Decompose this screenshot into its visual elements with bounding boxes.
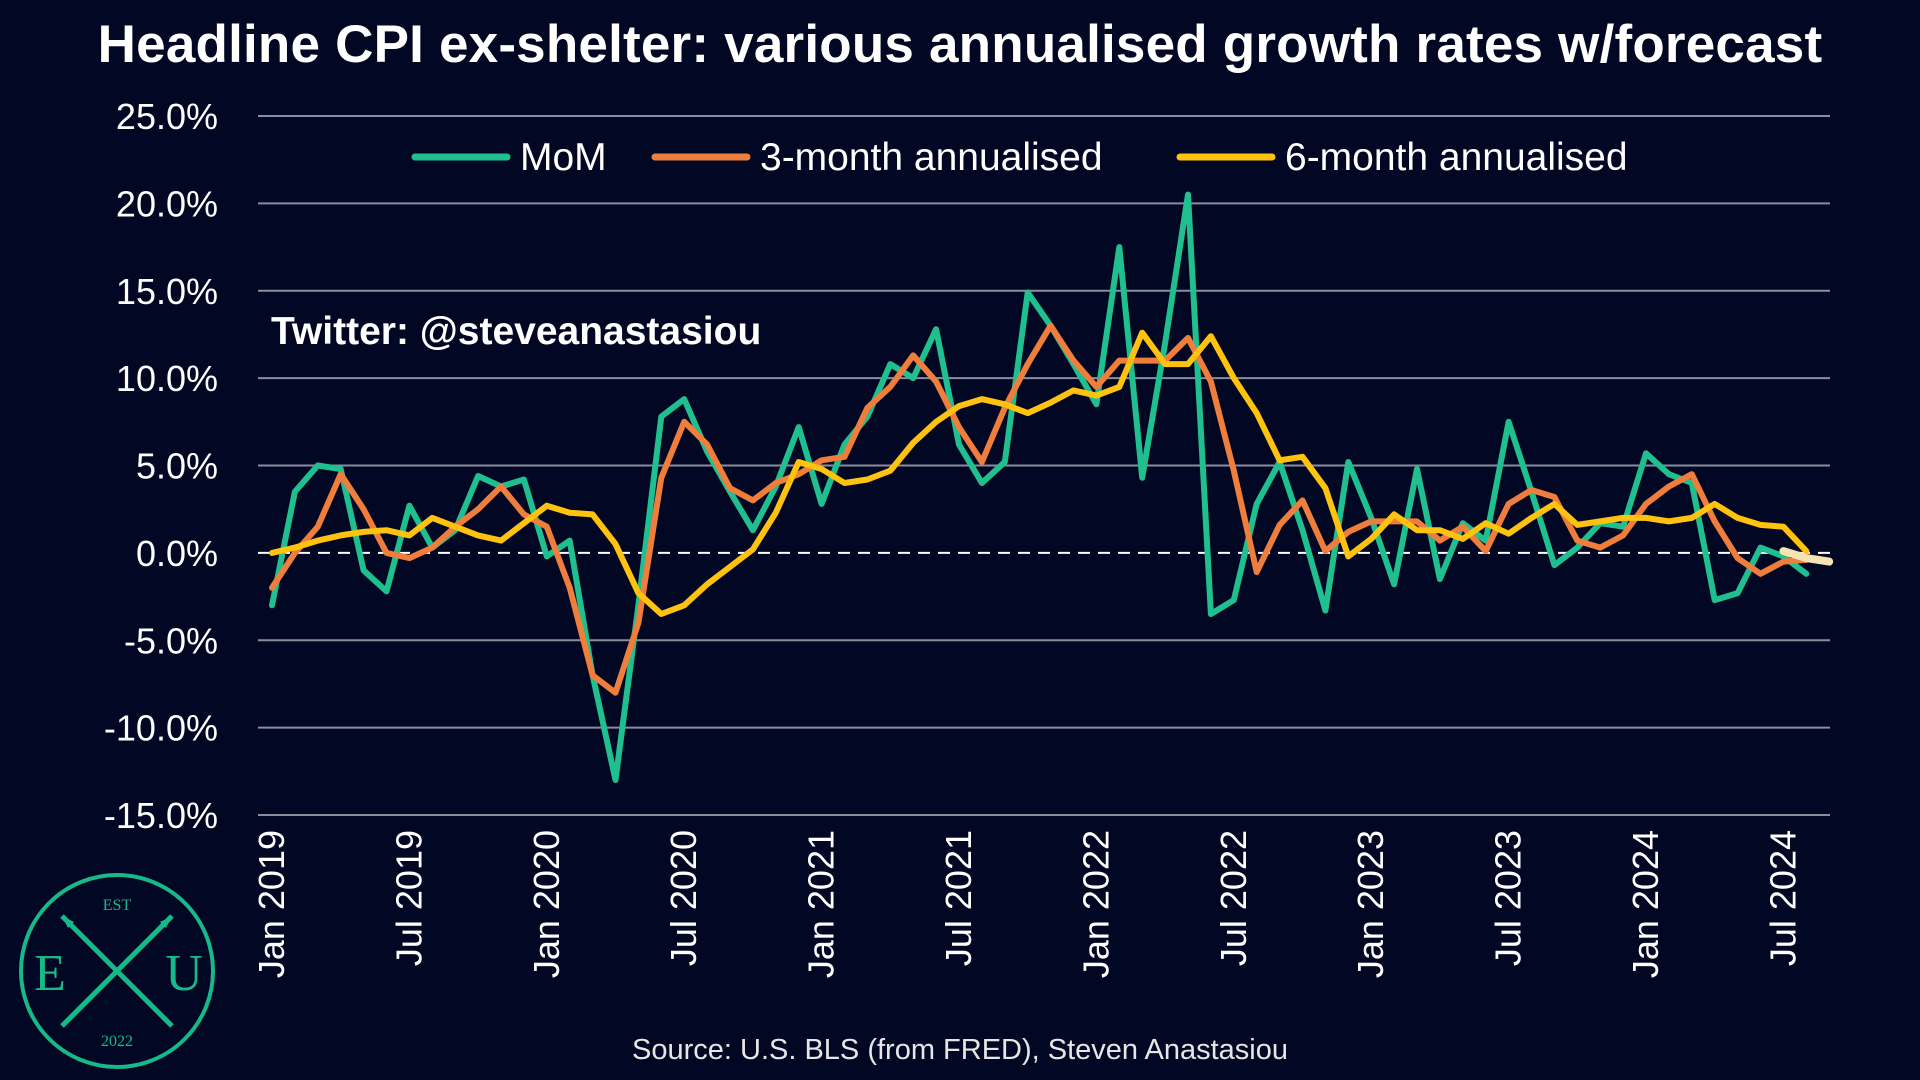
- x-axis-ticks: Jan 2019 Jul 2019 Jan 2020 Jul 2020 Jan 2021…: [251, 830, 1803, 978]
- y-tick-label: 10.0%: [116, 358, 218, 399]
- logo-year: 2022: [101, 1033, 133, 1050]
- legend-label-m6: 6-month annualised: [1285, 136, 1628, 179]
- y-tick-label: 25.0%: [116, 96, 218, 137]
- logo-letter-e: E: [34, 945, 66, 1002]
- x-tick-label: Jul 2021: [938, 830, 979, 966]
- series-line-mom: [269, 191, 1810, 783]
- y-tick-label: -10.0%: [104, 708, 218, 749]
- series-layer: [269, 191, 1834, 783]
- x-tick-label: Jan 2020: [526, 830, 567, 978]
- source-note: Source: U.S. BLS (from FRED), Steven Ana…: [632, 1034, 1288, 1066]
- chart-title: Headline CPI ex-shelter: various annuali…: [97, 15, 1823, 74]
- y-tick-label: 15.0%: [116, 271, 218, 312]
- x-tick-label: Jan 2023: [1350, 830, 1391, 978]
- exu-logo: EST E U 2022: [19, 873, 215, 1069]
- x-tick-label: Jan 2019: [251, 830, 292, 978]
- legend-label-mom: MoM: [520, 136, 607, 179]
- logo-est: EST: [103, 897, 132, 914]
- x-tick-label: Jan 2024: [1625, 830, 1666, 978]
- y-tick-label: 20.0%: [116, 183, 218, 224]
- x-tick-label: Jul 2024: [1762, 830, 1803, 966]
- twitter-handle: Twitter: @steveanastasiou: [271, 310, 762, 353]
- legend-label-m3: 3-month annualised: [760, 136, 1103, 179]
- legend: MoM 3-month annualised 6-month annualised: [411, 136, 1628, 179]
- x-tick-label: Jul 2020: [663, 830, 704, 966]
- y-tick-label: -5.0%: [124, 620, 218, 661]
- series-line-m3: [269, 322, 1810, 696]
- x-tick-label: Jul 2019: [388, 830, 429, 966]
- y-axis-ticks: 25.0% 20.0% 15.0% 10.0% 5.0% 0.0% -5.0% -10.0% -…: [104, 96, 218, 836]
- logo-letter-u: U: [165, 945, 203, 1002]
- x-tick-label: Jan 2022: [1075, 830, 1116, 978]
- y-tick-label: -15.0%: [104, 795, 218, 836]
- grid-layer: [258, 115, 1830, 816]
- x-tick-label: Jan 2021: [801, 830, 842, 978]
- series-line-m6: [269, 329, 1810, 617]
- x-tick-label: Jul 2023: [1488, 830, 1529, 966]
- x-tick-label: Jul 2022: [1213, 830, 1254, 966]
- series-line-forecast: [1779, 547, 1834, 566]
- y-tick-label: 5.0%: [136, 446, 218, 487]
- y-tick-label: 0.0%: [136, 533, 218, 574]
